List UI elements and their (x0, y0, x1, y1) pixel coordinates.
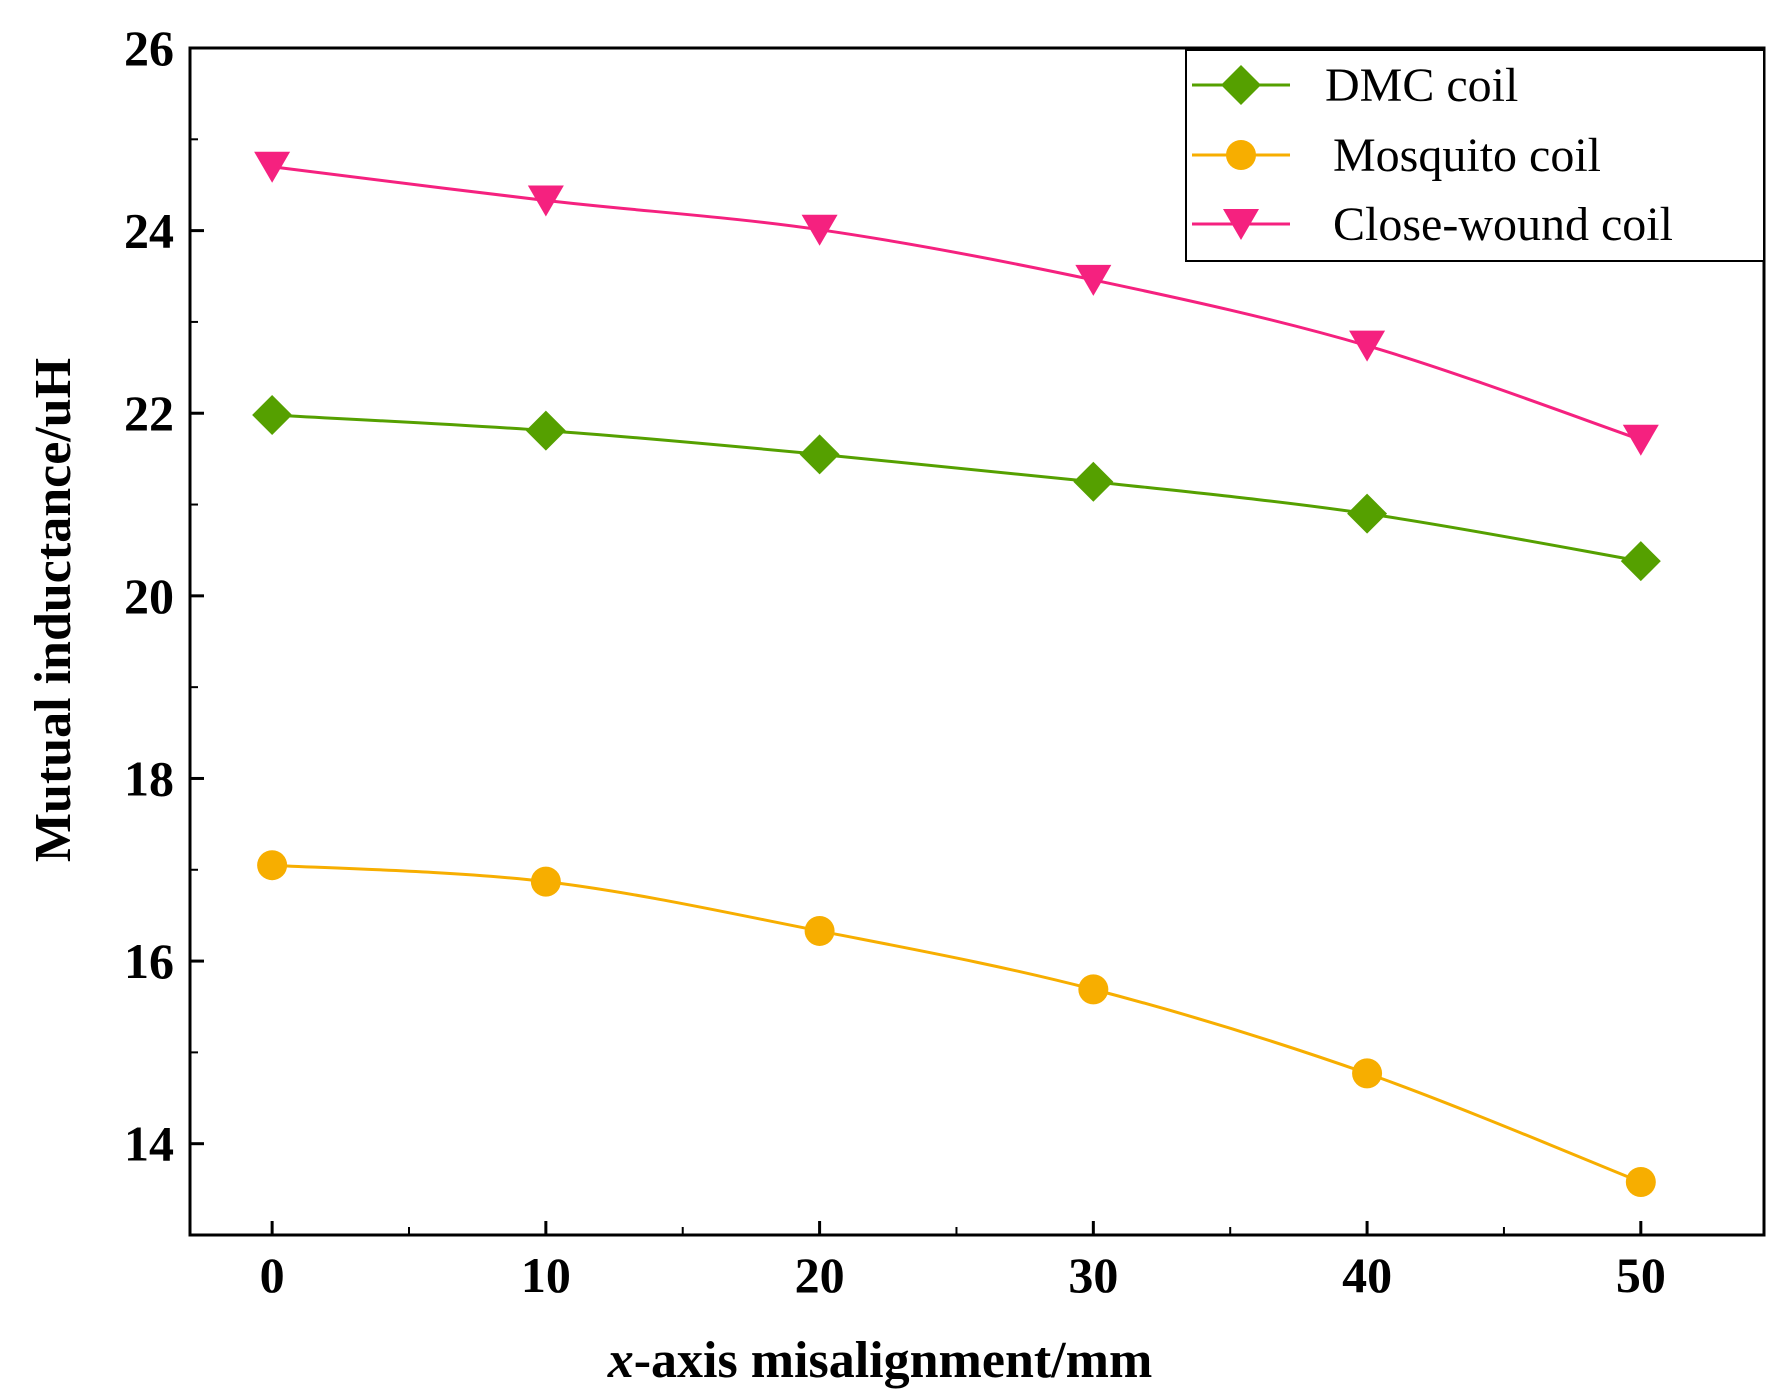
data-point (1625, 1167, 1656, 1198)
data-point (530, 866, 561, 897)
x-tick-label: 50 (1616, 1247, 1666, 1303)
y-tick-label: 24 (124, 203, 174, 259)
data-point (1622, 424, 1659, 456)
legend-label: Close-wound coil (1333, 198, 1673, 251)
series-close-wound-coil (254, 151, 1659, 456)
x-axis: 0 10 20 30 40 50 (260, 1221, 1666, 1303)
legend-marker (1223, 209, 1259, 240)
data-point (799, 434, 840, 475)
x-tick-label: 40 (1342, 1247, 1392, 1303)
data-point (527, 185, 564, 217)
series-layer (252, 151, 1661, 1198)
data-point (1078, 974, 1109, 1005)
legend-marker (1226, 140, 1256, 170)
legend-entry: Mosquito coil (1192, 129, 1601, 182)
x-axis-title: x-axis misalignment/mm (607, 1332, 1153, 1389)
data-point (1352, 1058, 1383, 1089)
legend-entry: DMC coil (1192, 59, 1518, 112)
data-point (252, 395, 293, 436)
data-point (801, 214, 838, 246)
data-point (254, 151, 291, 183)
x-tick-label: 10 (521, 1247, 571, 1303)
x-tick-label: 30 (1068, 1247, 1118, 1303)
plot-border (188, 46, 1766, 1237)
y-tick-label: 22 (124, 385, 174, 441)
y-tick-label: 20 (124, 568, 174, 624)
x-tick-label: 20 (795, 1247, 845, 1303)
series-mosquito-coil (257, 850, 1656, 1198)
data-point (1347, 493, 1388, 534)
data-point (1620, 541, 1661, 582)
x-tick-label: 0 (260, 1247, 285, 1303)
y-tick-label: 16 (124, 933, 174, 989)
y-axis-title: Mutual inductance/uH (25, 358, 82, 862)
series-line (272, 413, 1642, 563)
x-axis-title-rest: -axis misalignment/mm (634, 1332, 1153, 1389)
plot-frame (188, 46, 1766, 1237)
data-point (1073, 461, 1114, 502)
legend-entry: Close-wound coil (1192, 198, 1673, 251)
y-axis: 14 16 18 20 22 24 26 (124, 20, 204, 1236)
data-point (525, 410, 566, 451)
series-line (271, 165, 1642, 442)
y-tick-label: 26 (124, 20, 174, 76)
series-line (272, 863, 1642, 1184)
data-point (1349, 330, 1386, 362)
series-dmc-coil (252, 395, 1661, 582)
legend-label: Mosquito coil (1333, 129, 1601, 182)
data-point (1075, 264, 1112, 296)
legend-marker (1221, 65, 1261, 105)
data-point (804, 915, 835, 946)
legend: DMC coil Mosquito coil Close-wound coil (1185, 49, 1765, 262)
data-point (257, 850, 288, 881)
legend-label: DMC coil (1325, 59, 1518, 112)
x-axis-title-italic: x (607, 1332, 634, 1389)
y-tick-label: 18 (124, 750, 174, 806)
y-tick-label: 14 (124, 1116, 174, 1172)
